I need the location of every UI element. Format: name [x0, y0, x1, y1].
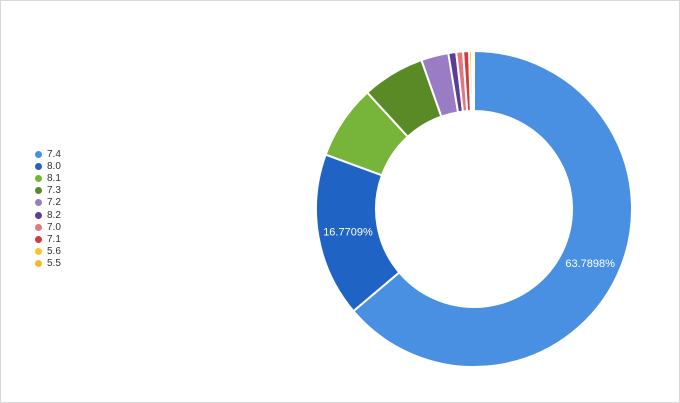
- legend-label: 7.2: [47, 197, 61, 209]
- legend-label: 7.3: [47, 185, 61, 197]
- legend-swatch: [35, 150, 42, 158]
- legend-item-8.0[interactable]: 8.0: [35, 160, 61, 172]
- legend-item-5.5[interactable]: 5.5: [35, 258, 61, 270]
- legend-label: 8.1: [47, 172, 61, 184]
- chart-legend: 7.4 8.0 8.1 7.3 7.2 8.2 7.0 7.1 5.6 5.5: [35, 148, 61, 270]
- legend-swatch: [35, 223, 42, 231]
- slice-label-7.4: 63.7898%: [565, 258, 615, 270]
- legend-item-8.1[interactable]: 8.1: [35, 172, 61, 184]
- legend-swatch: [35, 187, 42, 195]
- legend-swatch: [35, 260, 42, 268]
- slice-7.4[interactable]: [352, 49, 633, 368]
- legend-label: 7.1: [47, 233, 61, 245]
- legend-label: 7.0: [47, 221, 61, 233]
- legend-label: 5.5: [47, 258, 61, 270]
- legend-swatch: [35, 162, 42, 170]
- legend-item-7.2[interactable]: 7.2: [35, 197, 61, 209]
- legend-item-7.1[interactable]: 7.1: [35, 233, 61, 245]
- slice-5.5[interactable]: [471, 49, 475, 113]
- slice-labels: 63.7898% 16.7709%: [323, 226, 615, 269]
- donut-slices: [315, 49, 633, 368]
- legend-item-8.2[interactable]: 8.2: [35, 209, 61, 221]
- legend-label: 8.2: [47, 209, 61, 221]
- legend-swatch: [35, 248, 42, 256]
- legend-label: 8.0: [47, 160, 61, 172]
- legend-item-5.6[interactable]: 5.6: [35, 246, 61, 258]
- slice-label-8.0: 16.7709%: [323, 226, 373, 238]
- legend-label: 5.6: [47, 246, 61, 258]
- legend-swatch: [35, 199, 42, 207]
- legend-swatch: [35, 211, 42, 219]
- legend-swatch: [35, 174, 42, 182]
- legend-label: 7.4: [47, 148, 61, 160]
- legend-item-7.4[interactable]: 7.4: [35, 148, 61, 160]
- legend-item-7.0[interactable]: 7.0: [35, 221, 61, 233]
- legend-swatch: [35, 235, 42, 243]
- legend-item-7.3[interactable]: 7.3: [35, 185, 61, 197]
